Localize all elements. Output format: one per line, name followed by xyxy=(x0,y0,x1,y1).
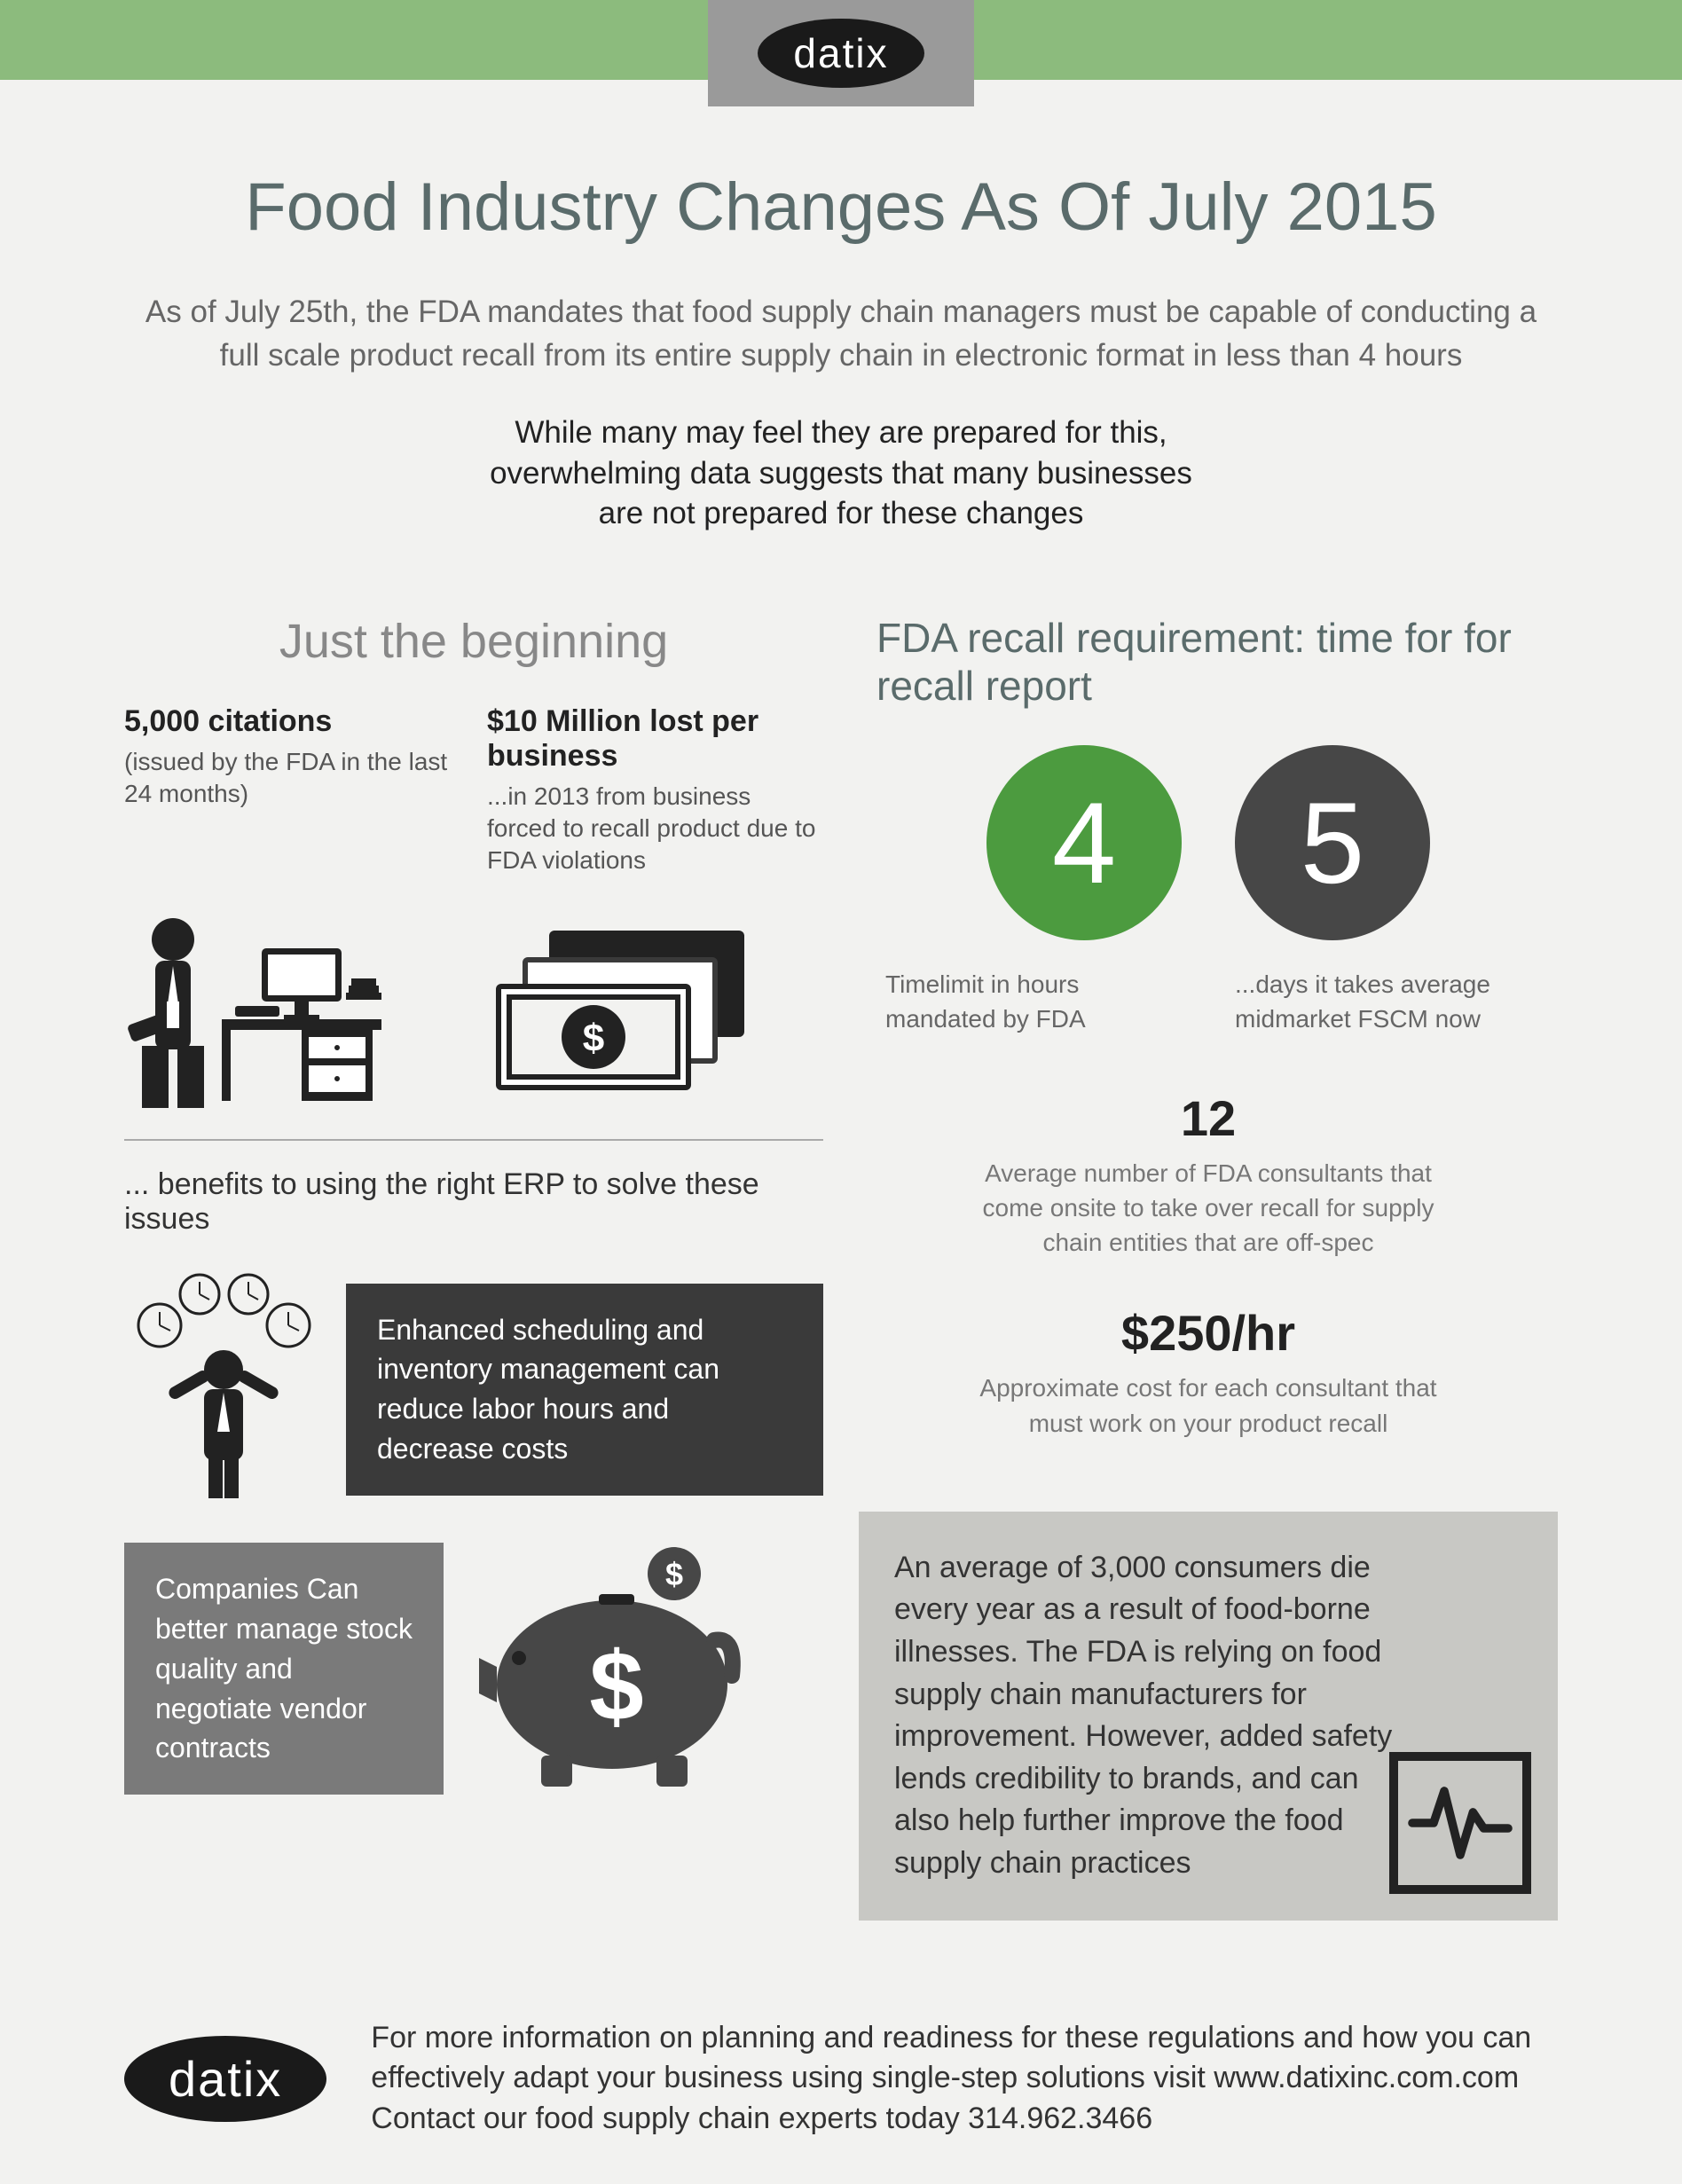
juggler-icon xyxy=(124,1272,319,1507)
piggy-bank-icon: $ $ xyxy=(470,1543,823,1795)
svg-text:$: $ xyxy=(583,1017,604,1060)
logo-block: datix xyxy=(708,0,974,106)
sub-intro-line: overwhelming data suggests that many bus… xyxy=(124,453,1558,494)
brand-logo: datix xyxy=(758,19,924,88)
circle-days-label: ...days it takes average midmarket FSCM … xyxy=(1235,967,1531,1036)
stat-consultants: 12 xyxy=(859,1089,1558,1147)
office-worker-icon xyxy=(124,913,460,1112)
stat-sub: (issued by the FDA in the last 24 months… xyxy=(124,746,460,811)
footer: datix For more information on planning a… xyxy=(0,1974,1682,2184)
page-title: Food Industry Changes As Of July 2015 xyxy=(124,169,1558,246)
money-stack-icon: $ xyxy=(487,922,823,1104)
circle-hours-label: Timelimit in hours mandated by FDA xyxy=(885,967,1182,1036)
section-heading-beginning: Just the beginning xyxy=(124,614,823,669)
left-column: Just the beginning 5,000 citations (issu… xyxy=(124,614,823,1921)
circle-hours: 4 xyxy=(986,745,1182,940)
footer-logo: datix xyxy=(124,2036,326,2122)
circle-days: 5 xyxy=(1235,745,1430,940)
sub-intro-line: While many may feel they are prepared fo… xyxy=(124,412,1558,453)
intro-text: As of July 25th, the FDA mandates that f… xyxy=(124,290,1558,377)
benefits-heading: ... benefits to using the right ERP to s… xyxy=(124,1167,823,1237)
stat-sub: ...in 2013 from business forced to recal… xyxy=(487,781,823,877)
svg-text:$: $ xyxy=(665,1556,683,1592)
stat-loss: $10 Million lost per business ...in 2013… xyxy=(487,704,823,877)
right-column: FDA recall requirement: time for for rec… xyxy=(859,614,1558,1921)
benefit-box-scheduling: Enhanced scheduling and inventory manage… xyxy=(346,1284,823,1496)
sub-intro: While many may feel they are prepared fo… xyxy=(124,412,1558,534)
stat-head: 5,000 citations xyxy=(124,704,460,739)
stat-consultants-sub: Average number of FDA consultants that c… xyxy=(960,1156,1457,1261)
footer-text: For more information on planning and rea… xyxy=(371,2018,1558,2141)
divider xyxy=(124,1139,823,1141)
section-heading-recall: FDA recall requirement: time for for rec… xyxy=(859,614,1558,710)
stat-rate-sub: Approximate cost for each consultant tha… xyxy=(960,1371,1457,1440)
info-panel-text: An average of 3,000 consumers die every … xyxy=(894,1551,1392,1880)
stat-citations: 5,000 citations (issued by the FDA in th… xyxy=(124,704,460,877)
svg-text:$: $ xyxy=(589,1632,643,1741)
stat-rate: $250/hr xyxy=(859,1304,1558,1362)
sub-intro-line: are not prepared for these changes xyxy=(124,493,1558,534)
benefit-box-stock: Companies Can better manage stock qualit… xyxy=(124,1543,444,1795)
stat-head: $10 Million lost per business xyxy=(487,704,823,774)
info-panel: An average of 3,000 consumers die every … xyxy=(859,1512,1558,1921)
pulse-icon xyxy=(1389,1752,1531,1894)
header-bar: datix xyxy=(0,0,1682,80)
